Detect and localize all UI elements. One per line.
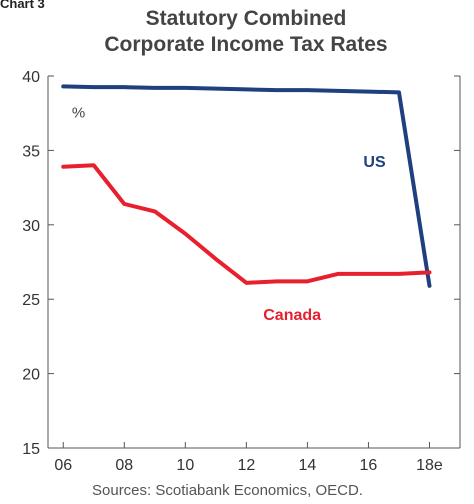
y-tick-label: 40 [22,69,40,86]
x-tick-label: 10 [176,457,194,474]
chart-title-line-2: Corporate Income Tax Rates [104,33,388,56]
chart-number-label: Chart 3 [0,0,45,11]
series-line-us [61,84,432,288]
y-tick-label: 35 [22,143,40,160]
y-tick-label: 20 [22,367,40,384]
y-tick-label: 25 [22,292,40,309]
series-label-canada: Canada [263,307,321,324]
source-note: Sources: Scotiabank Economics, OECD. [92,482,363,499]
x-tick-label: 16 [360,457,378,474]
series-label-us: US [363,154,386,171]
chart-title-line-1: Statutory Combined [145,7,347,30]
x-tick-label: 08 [115,457,133,474]
x-tick-label: 14 [299,457,317,474]
series-line-canada [61,163,432,285]
y-tick-label: 30 [22,218,40,235]
y-unit-label: % [72,105,85,122]
x-tick-label: 06 [54,457,72,474]
y-tick-label: 15 [22,441,40,458]
x-tick-label: 18e [416,457,443,474]
x-tick-label: 12 [237,457,255,474]
